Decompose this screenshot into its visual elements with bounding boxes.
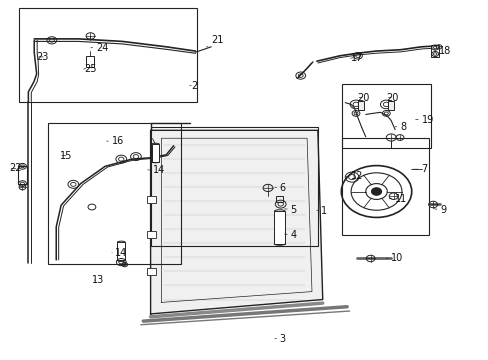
Bar (146, 268, 155, 275)
Bar (387, 101, 393, 110)
Text: 7: 7 (421, 164, 427, 174)
Text: 21: 21 (211, 35, 223, 45)
Bar (18, 166, 27, 184)
Bar (19, 8, 196, 102)
Text: 24: 24 (96, 42, 108, 53)
Bar (117, 242, 125, 260)
Text: 15: 15 (60, 150, 72, 161)
Text: 23: 23 (36, 52, 48, 62)
Text: 12: 12 (350, 171, 363, 181)
Bar (85, 56, 94, 67)
Text: 2: 2 (191, 81, 198, 91)
Bar (48, 123, 181, 264)
Text: 5: 5 (290, 204, 296, 215)
Text: 25: 25 (84, 64, 97, 74)
Text: 16: 16 (111, 136, 123, 146)
Bar (274, 211, 285, 244)
Text: 14: 14 (115, 248, 127, 258)
Bar (342, 138, 428, 235)
Bar (342, 84, 430, 148)
Text: 22: 22 (9, 163, 21, 174)
Text: 17: 17 (350, 53, 363, 63)
Text: 20: 20 (356, 93, 368, 103)
Text: 10: 10 (390, 253, 403, 264)
Text: 18: 18 (438, 46, 450, 56)
Text: 3: 3 (279, 334, 285, 344)
Text: 4: 4 (290, 230, 296, 240)
Text: 11: 11 (394, 194, 407, 204)
Polygon shape (150, 130, 322, 314)
Text: 14: 14 (152, 165, 164, 175)
Text: 19: 19 (421, 114, 433, 125)
Bar (151, 144, 159, 162)
Text: 9: 9 (439, 204, 446, 215)
Text: 1: 1 (321, 206, 327, 216)
Text: 8: 8 (399, 122, 406, 132)
Bar (146, 231, 155, 238)
Text: 6: 6 (279, 183, 285, 193)
Circle shape (371, 188, 381, 195)
Text: 13: 13 (92, 275, 104, 285)
Text: 20: 20 (386, 93, 398, 103)
Bar (276, 196, 283, 202)
Bar (357, 101, 363, 110)
Bar (430, 45, 438, 57)
Bar (146, 196, 155, 203)
Bar (150, 127, 317, 246)
